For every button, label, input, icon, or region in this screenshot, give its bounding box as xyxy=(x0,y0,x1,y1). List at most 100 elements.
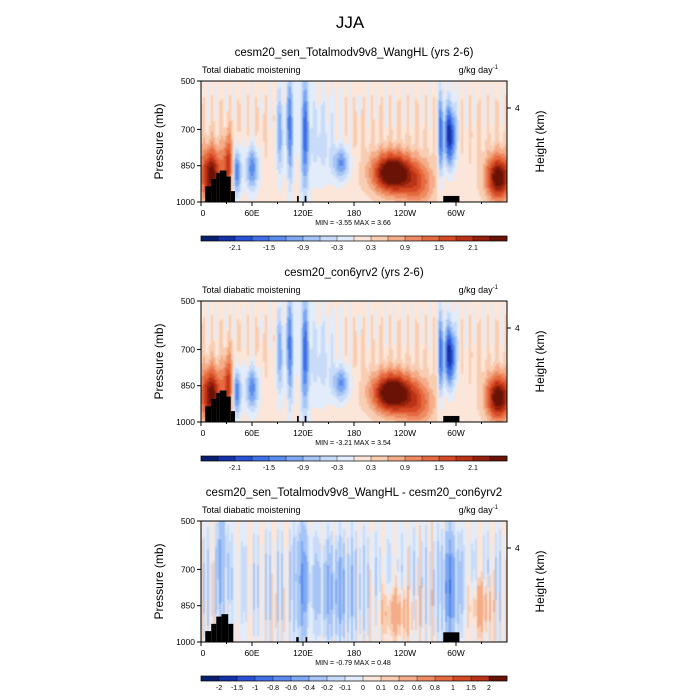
y-tick-label: 500 xyxy=(181,516,195,526)
left-label: Total diabatic moistening xyxy=(202,65,301,75)
field-raster xyxy=(201,521,507,642)
x-tick-label: 120E xyxy=(293,648,313,658)
colorbar-swatch xyxy=(417,676,436,681)
y-right-tick-label: 4 xyxy=(515,103,520,113)
terrain-mask xyxy=(297,415,299,422)
terrain-mask xyxy=(443,195,460,202)
units-label: g/kg day-1 xyxy=(459,285,499,295)
colorbar-swatch xyxy=(371,236,389,241)
colorbar-label: -2.1 xyxy=(229,465,241,472)
field-raster xyxy=(201,81,507,202)
colorbar-swatch xyxy=(489,676,508,681)
colorbar-swatch xyxy=(471,676,490,681)
colorbar-label: 0.9 xyxy=(400,465,410,472)
y-tick-label: 1000 xyxy=(176,197,195,207)
colorbar-label: 2.1 xyxy=(468,245,478,252)
colorbar-swatch xyxy=(363,676,382,681)
chart-title: cesm20_sen_Totalmodv9v8_WangHL - cesm20_… xyxy=(206,487,502,499)
colorbar-swatch xyxy=(235,456,253,461)
colorbar-label: 1.5 xyxy=(434,245,444,252)
colorbar-label: 0.2 xyxy=(394,685,404,692)
colorbar-swatch xyxy=(439,236,457,241)
colorbar-swatch xyxy=(405,236,423,241)
colorbar-swatch xyxy=(303,236,321,241)
colorbar-label: 2.1 xyxy=(468,465,478,472)
x-tick-label: 180 xyxy=(347,648,361,658)
y-axis-label: Pressure (mb) xyxy=(152,543,166,619)
y-tick-label: 850 xyxy=(181,161,195,171)
colorbar-swatch xyxy=(320,456,338,461)
colorbar-swatch xyxy=(218,456,236,461)
chart-panel: cesm20_con6yrv2 (yrs 2-6) Total diabatic … xyxy=(152,267,547,472)
units-label: g/kg day-1 xyxy=(459,505,499,515)
y-tick-label: 700 xyxy=(181,344,195,354)
colorbar-label: 0.8 xyxy=(430,685,440,692)
colorbar-swatch xyxy=(337,456,355,461)
x-tick-label: 120W xyxy=(394,208,416,218)
terrain-mask xyxy=(216,392,220,422)
colorbar-label: 0.3 xyxy=(366,245,376,252)
colorbar-label: -1 xyxy=(252,685,258,692)
colorbar-swatch xyxy=(201,456,219,461)
terrain-mask xyxy=(211,623,217,642)
colorbar-swatch xyxy=(237,676,256,681)
colorbar-label: -0.1 xyxy=(339,685,351,692)
x-tick-label: 60E xyxy=(244,428,259,438)
left-label: Total diabatic moistening xyxy=(202,505,301,515)
colorbar-label: -0.4 xyxy=(303,685,315,692)
x-tick-label: 120W xyxy=(394,648,416,658)
y-tick-label: 1000 xyxy=(176,637,195,647)
y-axis-label: Pressure (mb) xyxy=(152,323,166,399)
y-right-axis-label: Height (km) xyxy=(533,550,547,612)
colorbar-swatch xyxy=(327,676,346,681)
colorbar-swatch xyxy=(286,456,304,461)
field-raster xyxy=(201,301,507,422)
x-tick-label: 120E xyxy=(293,428,313,438)
colorbar-swatch xyxy=(439,456,457,461)
colorbar-label: 1.5 xyxy=(434,465,444,472)
colorbar-swatch xyxy=(490,236,508,241)
colorbar-label: -1.5 xyxy=(263,245,275,252)
colorbar-swatch xyxy=(456,456,474,461)
terrain-mask xyxy=(305,637,308,642)
x-tick-label: 60W xyxy=(447,208,464,218)
colorbar-swatch xyxy=(399,676,418,681)
colorbar-label: -0.3 xyxy=(331,245,343,252)
colorbar-swatch xyxy=(371,456,389,461)
y-tick-label: 850 xyxy=(181,601,195,611)
y-right-tick-label: 4 xyxy=(515,543,520,553)
terrain-mask xyxy=(205,631,212,642)
chart-title: cesm20_con6yrv2 (yrs 2-6) xyxy=(284,267,423,279)
colorbar-swatch xyxy=(235,236,253,241)
terrain-mask xyxy=(211,399,217,422)
chart-title: cesm20_sen_Totalmodv9v8_WangHL (yrs 2-6) xyxy=(235,47,474,59)
y-right-axis-label: Height (km) xyxy=(533,330,547,392)
y-tick-label: 500 xyxy=(181,296,195,306)
colorbar-swatch xyxy=(286,236,304,241)
colorbar-label: 0.9 xyxy=(400,245,410,252)
colorbar-swatch xyxy=(252,456,270,461)
colorbar-swatch xyxy=(337,236,355,241)
colorbar-label: -1.5 xyxy=(231,685,243,692)
colorbar-swatch xyxy=(201,236,219,241)
x-tick-label: 0 xyxy=(201,208,206,218)
units-label: g/kg day-1 xyxy=(459,65,499,75)
page-title: JJA xyxy=(336,13,365,32)
colorbar-swatch xyxy=(473,236,491,241)
colorbar-label: -0.6 xyxy=(285,685,297,692)
terrain-mask xyxy=(230,411,235,422)
colorbar-swatch xyxy=(291,676,310,681)
x-tick-label: 60W xyxy=(447,648,464,658)
colorbar-label: -2 xyxy=(216,685,222,692)
colorbar-label: -0.8 xyxy=(267,685,279,692)
terrain-mask xyxy=(216,172,220,202)
terrain-mask xyxy=(226,396,231,422)
colorbar-frame xyxy=(200,675,508,682)
colorbar-swatch xyxy=(381,676,400,681)
x-tick-label: 120W xyxy=(394,428,416,438)
terrain-mask xyxy=(205,406,212,422)
x-tick-label: 60E xyxy=(244,208,259,218)
y-axis-label: Pressure (mb) xyxy=(152,103,166,179)
colorbar-swatch xyxy=(435,676,454,681)
